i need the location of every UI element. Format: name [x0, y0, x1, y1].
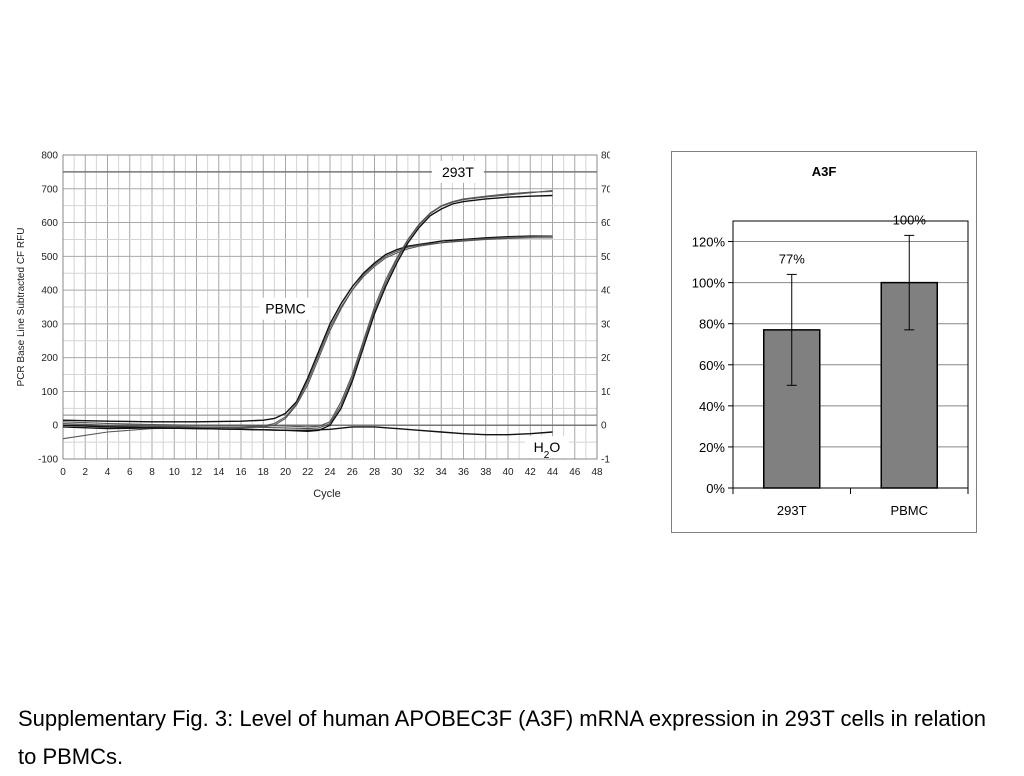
qpcr-ytick-label-right: 200 [601, 353, 610, 364]
qpcr-label-background [431, 160, 484, 183]
bar-ytick-label: 0% [706, 481, 725, 496]
qpcr-ytick-label-right: 600 [601, 218, 610, 229]
qpcr-ytick-label-left: 100 [41, 387, 58, 398]
qpcr-x-axis-title: Cycle [313, 488, 341, 500]
qpcr-curve-h2o [62, 424, 553, 436]
qpcr-xtick-label: 16 [235, 467, 247, 478]
qpcr-xtick-label: 28 [369, 467, 381, 478]
qpcr-xtick-label: 14 [213, 467, 225, 478]
qpcr-xtick-label: 40 [502, 467, 514, 478]
qpcr-ytick-label-left: -100 [38, 455, 58, 466]
bar-category-label: PBMC [890, 503, 928, 518]
qpcr-ytick-label-left: 0 [52, 421, 58, 432]
qpcr-ytick-label-left: 400 [41, 286, 58, 297]
bar-data-label: 100% [893, 212, 927, 227]
bar-category-label: 293T [777, 503, 807, 518]
qpcr-xtick-label: 24 [324, 467, 336, 478]
qpcr-xtick-label: 6 [127, 467, 133, 478]
qpcr-xtick-label: 20 [280, 467, 292, 478]
qpcr-xtick-label: 32 [413, 467, 425, 478]
bar-ytick-label: 40% [699, 399, 725, 414]
bar-data-label: 77% [779, 251, 805, 266]
figure-caption: Supplementary Fig. 3: Level of human APO… [18, 706, 987, 769]
qpcr-xtick-label: 26 [347, 467, 359, 478]
qpcr-series-label: H2O [534, 439, 561, 461]
bar-chart-title: A3F [812, 164, 837, 179]
a3f-bar-chart: A3F 0% 20% 40% 60% 80% 100% 120% 77% 293T 100% PBMC [671, 151, 977, 533]
qpcr-label-background [524, 436, 569, 459]
qpcr-ytick-label-right: 700 [601, 184, 610, 195]
qpcr-xtick-label: 0 [60, 467, 66, 478]
qpcr-plot-frame [62, 154, 598, 460]
qpcr-ytick-label-left: 700 [41, 184, 58, 195]
qpcr-ytick-label-right: 400 [601, 286, 610, 297]
qpcr-xtick-label: 48 [591, 467, 603, 478]
qpcr-series-label: 293T [442, 164, 474, 180]
bar-ytick-label: 100% [692, 276, 726, 291]
bar-ytick-label: 20% [699, 440, 725, 455]
bar-ytick-label: 120% [692, 235, 726, 250]
qpcr-ytick-label-left: 600 [41, 218, 58, 229]
qpcr-ytick-label-right: 300 [601, 319, 610, 330]
qpcr-xtick-label: 18 [258, 467, 270, 478]
qpcr-series-label: PBMC [265, 301, 305, 317]
qpcr-ytick-label-left: 200 [41, 353, 58, 364]
bar-ytick-label: 60% [699, 358, 725, 373]
qpcr-ytick-label-right: 0 [601, 421, 607, 432]
bar-ytick-label: 80% [699, 317, 725, 332]
bar-svg: A3F 0% 20% 40% 60% 80% 100% 120% 77% 293T 100% PBMC [692, 164, 969, 518]
qpcr-ytick-label-right: 100 [601, 387, 610, 398]
qpcr-label-background [259, 297, 312, 320]
qpcr-xtick-label: 30 [391, 467, 403, 478]
qpcr-svg: -100-10000100100200200300300400400500500… [16, 151, 621, 501]
qpcr-xtick-label: 10 [169, 467, 181, 478]
qpcr-xtick-label: 46 [569, 467, 581, 478]
qpcr-y-axis-title: PCR Base Line Subtracted CF RFU [16, 228, 27, 387]
qpcr-xtick-label: 4 [105, 467, 111, 478]
qpcr-curve-293t [62, 189, 553, 430]
qpcr-xtick-label: 42 [525, 467, 537, 478]
qpcr-xtick-label: 34 [436, 467, 448, 478]
qpcr-xtick-label: 2 [82, 467, 88, 478]
qpcr-xtick-label: 22 [302, 467, 314, 478]
qpcr-ytick-label-right: 500 [601, 252, 610, 263]
qpcr-curves [62, 189, 553, 440]
qpcr-xtick-label: 12 [191, 467, 203, 478]
qpcr-ytick-label-left: 500 [41, 252, 58, 263]
qpcr-ytick-label-left: 300 [41, 319, 58, 330]
qpcr-amplification-chart: -100-10000100100200200300300400400500500… [0, 140, 621, 510]
qpcr-ytick-label-right: 800 [601, 151, 610, 162]
qpcr-xtick-label: 36 [458, 467, 470, 478]
qpcr-xtick-label: 44 [547, 467, 559, 478]
qpcr-curve-293t [62, 190, 553, 428]
qpcr-ytick-label-right: -100 [601, 455, 610, 466]
qpcr-curve-pbmc [62, 235, 553, 423]
qpcr-xtick-label: 8 [149, 467, 155, 478]
qpcr-ytick-label-left: 800 [41, 151, 58, 162]
qpcr-grid [62, 154, 598, 460]
qpcr-xtick-label: 38 [480, 467, 492, 478]
